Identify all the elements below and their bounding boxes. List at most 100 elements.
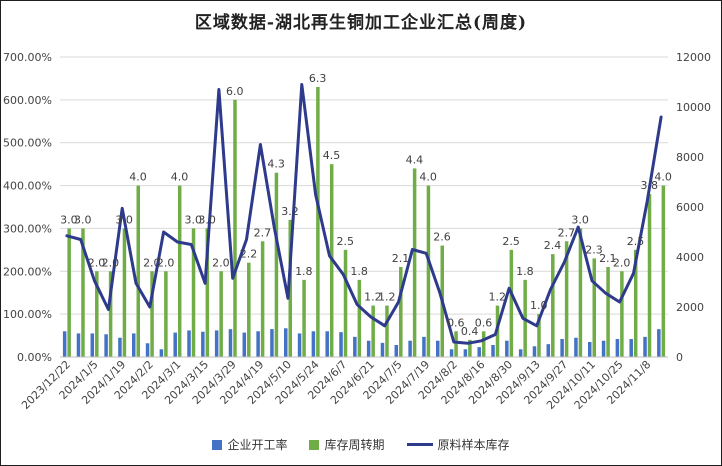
bar-inventory-days	[205, 228, 210, 357]
bar-operating-rate	[518, 349, 523, 357]
data-label: 4.5	[323, 149, 341, 162]
legend-swatch-line	[406, 443, 433, 446]
data-label: 2.4	[544, 239, 562, 252]
data-label: 2.0	[613, 256, 631, 269]
bar-inventory-days	[316, 87, 320, 357]
y-right-tick-label: 0	[676, 351, 683, 364]
legend: 企业开工率 库存周转期 原料样本库存	[0, 436, 722, 453]
data-label: 2.0	[212, 256, 230, 269]
y-left-tick-label: 400.00%	[3, 180, 52, 193]
bar-operating-rate	[228, 329, 233, 357]
y-right-tick-label: 10000	[676, 101, 711, 114]
data-label: 6.3	[309, 72, 327, 85]
bar-operating-rate	[311, 331, 316, 357]
data-label: 2.5	[337, 235, 355, 248]
data-label: 3.0	[60, 213, 78, 226]
bar-operating-rate	[270, 329, 274, 357]
data-label: 2.2	[240, 248, 258, 261]
data-label: 4.3	[267, 158, 285, 171]
bar-operating-rate	[380, 342, 385, 357]
data-label: 2.5	[502, 235, 520, 248]
bar-operating-rate	[145, 343, 150, 357]
data-label: 2.1	[599, 252, 617, 265]
bar-operating-rate	[62, 331, 67, 357]
bar-inventory-days	[233, 99, 237, 357]
y-left-tick-label: 0.00%	[17, 351, 52, 364]
data-label: 2.7	[558, 226, 576, 239]
bar-inventory-days	[219, 271, 223, 357]
y-right-tick-label: 4000	[676, 251, 704, 264]
bar-operating-rate	[463, 349, 468, 357]
bar-inventory-days	[357, 279, 362, 357]
bar-operating-rate	[532, 346, 537, 357]
y-right-tick-label: 2000	[676, 301, 704, 314]
chart-title: 区域数据-湖北再生铜加工企业汇总(周度)	[194, 13, 528, 33]
x-axis: 2023/12/222024/1/52024/1/192024/2/22024/…	[19, 356, 668, 412]
bar-operating-rate	[477, 347, 481, 357]
bar-operating-rate	[643, 336, 647, 357]
data-label: 2.6	[433, 231, 451, 244]
y-left-tick-label: 700.00%	[3, 51, 52, 64]
bar-inventory-days	[426, 185, 431, 357]
data-label: 4.0	[171, 171, 189, 184]
bar-operating-rate	[76, 333, 81, 357]
bar-operating-rate	[546, 344, 551, 357]
bar-inventory-days	[288, 219, 292, 357]
bar-inventory-days	[122, 228, 127, 357]
data-label: 0.6	[475, 316, 493, 329]
bar-inventory-days	[551, 254, 555, 357]
bar-operating-rate	[601, 340, 606, 357]
bar-inventory-days	[136, 185, 140, 357]
bar-operating-rate	[242, 332, 247, 357]
gridlines	[60, 56, 668, 358]
data-label: 1.2	[489, 291, 507, 304]
bar-operating-rate	[615, 339, 620, 357]
data-label: 6.0	[226, 85, 244, 98]
data-label: 1.8	[295, 265, 313, 278]
bar-operating-rate	[436, 340, 440, 357]
legend-label-bar2: 库存周转期	[324, 438, 385, 452]
bar-operating-rate	[214, 330, 219, 357]
y-left-tick-label: 600.00%	[3, 94, 52, 107]
bar-inventory-days	[399, 267, 403, 357]
bar-operating-rate	[588, 342, 592, 357]
bar-operating-rate	[256, 331, 260, 357]
data-label: 3.0	[74, 213, 92, 226]
bar-inventory-days	[578, 228, 583, 357]
bar-operating-rate	[159, 349, 164, 357]
bar-operating-rate	[353, 336, 357, 357]
bar-inventory-days	[620, 271, 624, 357]
data-label: 2.0	[157, 256, 175, 269]
bars	[62, 87, 666, 357]
bar-inventory-days	[385, 305, 389, 357]
bar-inventory-days	[481, 331, 486, 357]
bar-inventory-days	[537, 314, 541, 357]
bar-operating-rate	[366, 340, 371, 357]
data-label: 4.0	[654, 171, 672, 184]
data-label: 2.0	[143, 256, 161, 269]
bar-inventory-days	[274, 172, 279, 357]
data-label: 4.0	[419, 171, 437, 184]
data-label: 4.0	[129, 171, 147, 184]
data-label: 2.0	[88, 256, 106, 269]
bar-inventory-days	[67, 228, 71, 357]
bar-operating-rate	[132, 333, 136, 357]
bar-operating-rate	[574, 337, 578, 357]
data-label: 2.5	[627, 235, 645, 248]
bar-inventory-days	[371, 305, 375, 357]
data-label: 2.1	[392, 252, 410, 265]
bar-inventory-days	[412, 168, 417, 357]
y-left-tick-label: 300.00%	[3, 222, 52, 235]
bar-operating-rate	[491, 345, 495, 357]
y-right-tick-label: 12000	[676, 51, 711, 64]
bar-inventory-days	[606, 267, 610, 357]
data-label: 3.0	[115, 213, 133, 226]
bar-operating-rate	[284, 328, 288, 357]
data-label: 1.0	[530, 299, 548, 312]
legend-swatch-bar1	[212, 439, 223, 450]
bar-inventory-days	[468, 339, 472, 357]
bar-inventory-days	[150, 271, 154, 357]
bar-inventory-days	[564, 241, 569, 357]
data-label: 1.2	[378, 291, 396, 304]
data-label: 1.8	[516, 265, 534, 278]
